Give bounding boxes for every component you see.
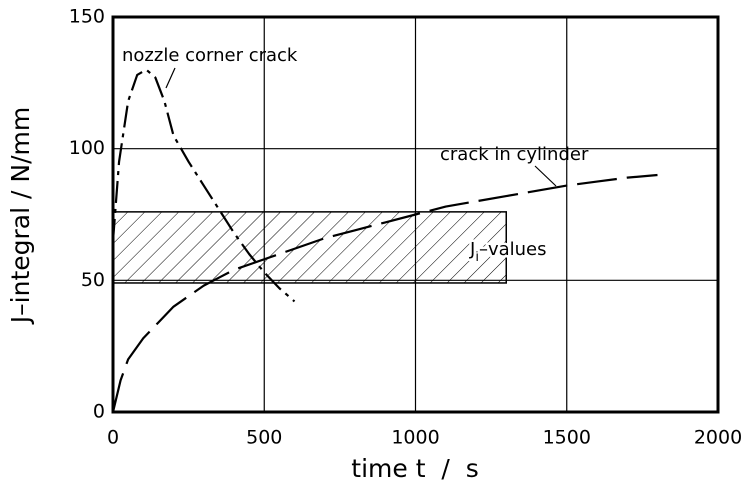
series-label: crack in cylinder [440, 144, 589, 165]
series-label: nozzle corner crack [122, 45, 298, 66]
plot-frame [111, 15, 720, 414]
series-line [111, 68, 296, 303]
leader-line [165, 67, 176, 89]
band-label-part: J [469, 239, 475, 260]
y-tick-label: 150 [69, 6, 105, 28]
x-tick-label: 1000 [391, 427, 439, 449]
y-tick-label: 100 [69, 137, 105, 159]
y-axis-label: J–integral / N/mm [6, 107, 35, 325]
x-axis-label: time t / s [351, 454, 478, 483]
ji-band [112, 211, 507, 284]
y-tick-label: 50 [81, 269, 105, 291]
band-label: Ji–values [469, 239, 546, 265]
x-tick-label: 0 [107, 427, 119, 449]
y-tick-label: 0 [93, 401, 105, 423]
leader-line [534, 165, 557, 187]
x-tick-label: 500 [246, 427, 282, 449]
x-tick-label: 2000 [694, 427, 742, 449]
band-label-part: –values [479, 239, 547, 260]
series-line [111, 173, 658, 413]
band-label-part: i [475, 250, 479, 265]
x-tick-label: 1500 [543, 427, 591, 449]
